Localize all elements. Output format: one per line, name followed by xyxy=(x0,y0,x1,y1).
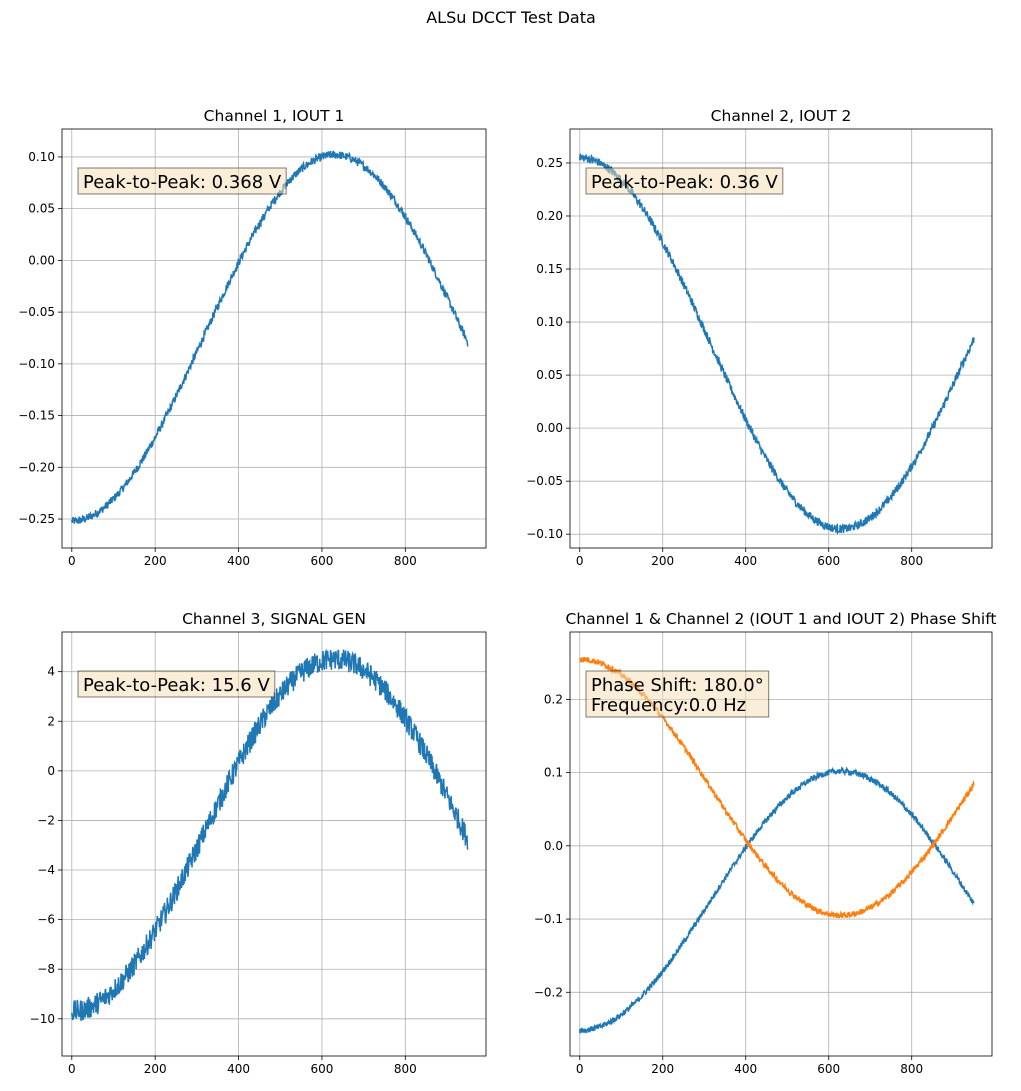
y-tick-label: 0 xyxy=(47,764,55,778)
x-tick-label: 400 xyxy=(227,554,250,568)
x-tick-label: 0 xyxy=(68,1062,76,1076)
x-tick-label: 200 xyxy=(144,1062,167,1076)
x-tick-label: 0 xyxy=(68,554,76,568)
y-tick-label: −0.05 xyxy=(18,305,55,319)
annotation-text: Frequency:0.0 Hz xyxy=(591,695,746,716)
axes-frame xyxy=(569,128,993,549)
annotation-box: Phase Shift: 180.0°Frequency:0.0 Hz xyxy=(585,670,770,718)
axes-frame xyxy=(569,631,993,1057)
y-tick-label: 4 xyxy=(47,665,55,679)
annotation-text: Peak-to-Peak: 0.368 V xyxy=(83,172,282,193)
y-tick-label: −0.20 xyxy=(18,460,55,474)
y-tick-label: −0.10 xyxy=(526,527,563,541)
axes-frame xyxy=(61,631,487,1057)
x-tick-label: 0 xyxy=(576,554,584,568)
y-tick-label: 2 xyxy=(47,714,55,728)
axes-frame xyxy=(61,128,487,549)
y-tick-label: 0.00 xyxy=(536,421,563,435)
x-tick-label: 200 xyxy=(651,554,674,568)
series-line-1 xyxy=(579,153,975,536)
y-tick-label: −0.05 xyxy=(526,474,563,488)
x-tick-label: 800 xyxy=(394,554,417,568)
y-tick-label: −0.1 xyxy=(534,912,563,926)
annotation-box: Peak-to-Peak: 0.368 V xyxy=(77,167,287,195)
y-tick-label: −0.2 xyxy=(534,985,563,999)
series-line-1 xyxy=(579,765,975,1035)
x-tick-label: 800 xyxy=(900,1062,923,1076)
y-tick-label: −4 xyxy=(37,863,55,877)
x-tick-label: 600 xyxy=(817,554,840,568)
subplot-1: 0 200 400 600 800 −0.25 −0.20 −0.15 −0.10 −0.05 0.… xyxy=(18,107,487,568)
y-tick-label: −2 xyxy=(37,813,55,827)
subplot-title: Channel 1, IOUT 1 xyxy=(204,107,345,125)
y-tick-label: 0.00 xyxy=(28,253,55,267)
x-tick-label: 400 xyxy=(734,554,757,568)
x-tick-label: 800 xyxy=(394,1062,417,1076)
x-tick-label: 600 xyxy=(817,1062,840,1076)
figure-suptitle: ALSu DCCT Test Data xyxy=(426,8,596,27)
y-tick-label: 0.1 xyxy=(544,766,563,780)
annotation-text: Phase Shift: 180.0° xyxy=(591,675,764,696)
x-tick-label: 400 xyxy=(734,1062,757,1076)
subplot-title: Channel 3, SIGNAL GEN xyxy=(182,610,366,628)
subplot-3: 0 200 400 600 800 −10 −8 −6 −4 −2 0 2 4 Channel 3, SI… xyxy=(30,610,487,1076)
y-tick-label: 0.05 xyxy=(28,202,55,216)
y-tick-label: −0.15 xyxy=(18,409,55,423)
x-tick-label: 200 xyxy=(651,1062,674,1076)
y-tick-label: 0.20 xyxy=(536,209,563,223)
y-tick-label: 0.05 xyxy=(536,368,563,382)
y-tick-label: 0.25 xyxy=(536,156,563,170)
y-tick-label: 0.10 xyxy=(536,315,563,329)
y-tick-label: 0.15 xyxy=(536,262,563,276)
y-tick-label: −8 xyxy=(37,962,55,976)
x-tick-label: 200 xyxy=(144,554,167,568)
series-line-1 xyxy=(71,648,469,1021)
annotation-box: Peak-to-Peak: 15.6 V xyxy=(77,670,276,698)
x-tick-label: 400 xyxy=(227,1062,250,1076)
subplot-4: 0 200 400 600 800 −0.2 −0.1 0.0 0.1 0.2 Channel 1 … xyxy=(534,610,997,1076)
y-tick-label: −0.10 xyxy=(18,357,55,371)
series-line-1 xyxy=(71,150,469,524)
y-tick-label: −10 xyxy=(30,1012,55,1026)
annotation-text: Peak-to-Peak: 15.6 V xyxy=(83,675,270,696)
x-tick-label: 800 xyxy=(900,554,923,568)
y-tick-label: 0.0 xyxy=(544,839,563,853)
annotation-text: Peak-to-Peak: 0.36 V xyxy=(591,172,778,193)
subplot-title: Channel 1 & Channel 2 (IOUT 1 and IOUT 2… xyxy=(566,610,997,628)
x-tick-label: 600 xyxy=(310,1062,333,1076)
y-tick-label: 0.2 xyxy=(544,692,563,706)
annotation-box: Peak-to-Peak: 0.36 V xyxy=(585,167,784,195)
subplot-title: Channel 2, IOUT 2 xyxy=(711,107,852,125)
y-tick-label: −0.25 xyxy=(18,512,55,526)
y-tick-label: −6 xyxy=(37,913,55,927)
x-tick-label: 0 xyxy=(576,1062,584,1076)
y-tick-label: 0.10 xyxy=(28,150,55,164)
x-tick-label: 600 xyxy=(310,554,333,568)
subplot-2: 0 200 400 600 800 −0.10 −0.05 0.00 0.05 0.10 0.15 0… xyxy=(526,107,993,568)
